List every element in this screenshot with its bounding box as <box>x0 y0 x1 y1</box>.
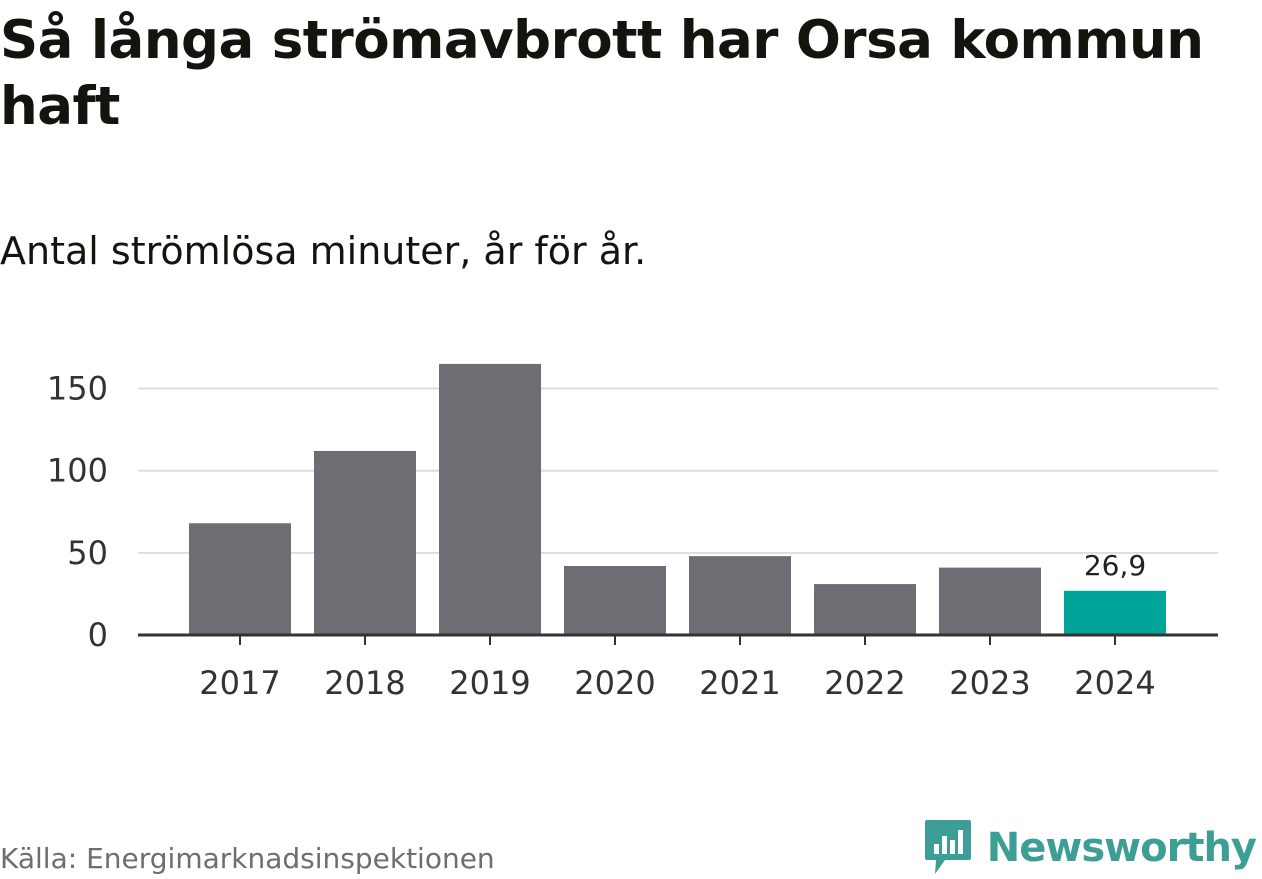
bar-2021 <box>689 556 791 635</box>
chart-bubble-icon <box>924 820 971 874</box>
x-tick-label: 2021 <box>699 664 780 702</box>
y-tick-label: 100 <box>47 452 108 490</box>
x-tick-label: 2024 <box>1074 664 1155 702</box>
x-tick-label: 2023 <box>949 664 1030 702</box>
x-tick-label: 2017 <box>199 664 280 702</box>
y-tick-label: 0 <box>88 616 108 654</box>
x-tick-label: 2018 <box>324 664 405 702</box>
bar-2022 <box>814 584 916 635</box>
brand-name: Newsworthy <box>986 825 1257 871</box>
bar-2023 <box>939 567 1041 635</box>
bar-2017 <box>189 523 291 635</box>
y-tick-label: 150 <box>47 370 108 408</box>
chart-title: Så långa strömavbrott har Orsa kommun ha… <box>0 10 1204 137</box>
bar-2024 <box>1064 590 1166 635</box>
x-tick-label: 2020 <box>574 664 655 702</box>
bar-2019 <box>439 363 541 635</box>
x-tick-label: 2019 <box>449 664 530 702</box>
y-tick-label: 50 <box>67 534 108 572</box>
newsworthy-logo: Newsworthy <box>923 818 1257 878</box>
chart-subtitle: Antal strömlösa minuter, år för år. <box>0 229 647 273</box>
bar-2018 <box>314 450 416 635</box>
data-label: 26,9 <box>1084 549 1146 582</box>
bar-2020 <box>564 565 666 635</box>
x-tick-label: 2022 <box>824 664 905 702</box>
source-note: Källa: Energimarknadsinspektionen <box>0 842 495 875</box>
